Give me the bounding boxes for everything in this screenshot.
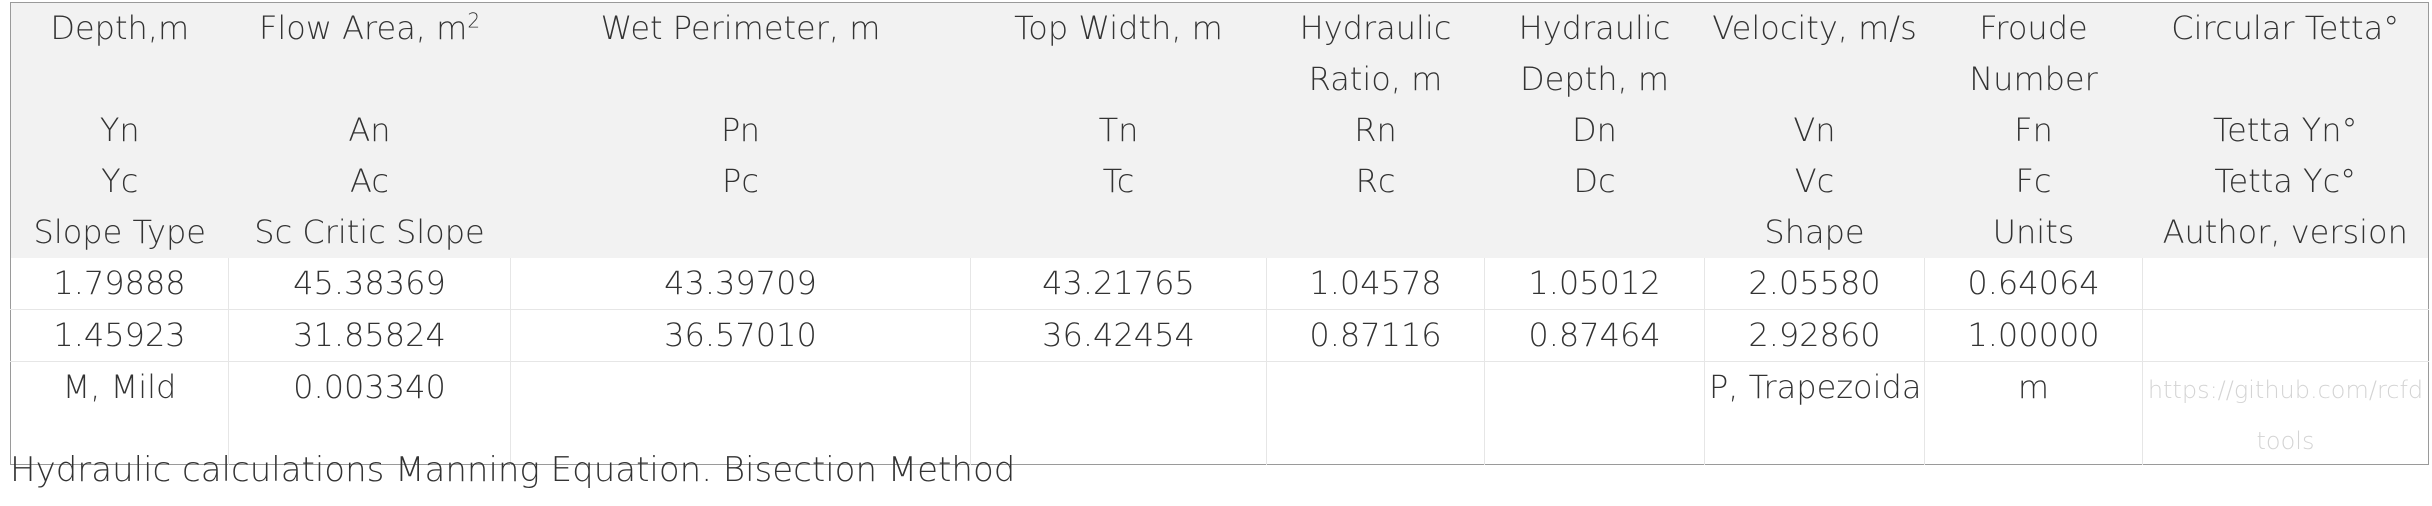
table-cell: 45.38369	[228, 258, 511, 310]
header-cell	[1484, 207, 1705, 258]
table-cell: 31.85824	[228, 309, 511, 362]
header-cell: Velocity, m/s	[1704, 2, 1925, 105]
header-cell: Dc	[1484, 156, 1705, 207]
header-cell: Vc	[1704, 156, 1925, 207]
table-cell: 2.92860	[1704, 309, 1925, 362]
table-cell	[2142, 309, 2429, 362]
header-cell: Yn	[10, 105, 229, 156]
table-body: Depth,m Flow Area, m2 Wet Perimeter, m T…	[10, 2, 2429, 465]
header-text: Hydraulic Ratio, m	[1299, 9, 1452, 98]
header-text: Froude Number	[1969, 9, 2098, 98]
table-cell	[1266, 361, 1485, 465]
header-row-2: Yn An Pn Tn Rn Dn Vn Fn Tetta Yn°	[10, 105, 2429, 156]
header-text: Hydraulic Depth, m	[1518, 9, 1671, 98]
header-cell: Vn	[1704, 105, 1925, 156]
header-cell: Wet Perimeter, m	[510, 2, 971, 105]
header-cell: Tetta Yc°	[2142, 156, 2429, 207]
table-cell: 2.05580	[1704, 258, 1925, 310]
header-cell: Ac	[228, 156, 511, 207]
table-cell: 1.04578	[1266, 258, 1485, 310]
header-cell: Units	[1924, 207, 2143, 258]
header-row-1: Depth,m Flow Area, m2 Wet Perimeter, m T…	[10, 2, 2429, 105]
table-cell: m	[1924, 361, 2143, 465]
table-cell: 43.39709	[510, 258, 971, 310]
hydraulic-results-table: Depth,m Flow Area, m2 Wet Perimeter, m T…	[10, 2, 2429, 465]
header-cell: Slope Type	[10, 207, 229, 258]
header-cell: Depth,m	[10, 2, 229, 105]
table-row-critical: 1.45923 31.85824 36.57010 36.42454 0.871…	[10, 309, 2429, 362]
table-caption: Hydraulic calculations Manning Equation.…	[10, 450, 1016, 490]
table-cell: 36.42454	[970, 309, 1267, 362]
header-cell: Pn	[510, 105, 971, 156]
table-cell	[1484, 361, 1705, 465]
header-cell: Rc	[1266, 156, 1485, 207]
header-cell: Circular Tetta°	[2142, 2, 2429, 105]
author-link[interactable]: https://github.com/rcfdtools	[2147, 376, 2424, 455]
table-cell	[510, 361, 971, 465]
table-row-summary: M, Mild 0.003340 P, Trapezoidal m https:…	[10, 361, 2429, 465]
author-link-cell: https://github.com/rcfdtools	[2143, 362, 2429, 465]
header-cell: Fc	[1924, 156, 2143, 207]
header-row-4: Slope Type Sc Critic Slope Shape Units A…	[10, 207, 2429, 258]
header-cell: Flow Area, m2	[228, 2, 511, 105]
header-cell: Rn	[1266, 105, 1485, 156]
header-cell: Tn	[970, 105, 1267, 156]
table-cell: 1.00000	[1924, 309, 2143, 362]
header-cell: Hydraulic Depth, m	[1484, 2, 1705, 105]
header-cell: An	[228, 105, 511, 156]
table-cell: 1.45923	[10, 309, 229, 362]
header-cell	[1266, 207, 1485, 258]
table-cell	[970, 361, 1267, 465]
header-cell	[970, 207, 1267, 258]
table-cell: 0.003340	[228, 361, 511, 465]
header-cell	[510, 207, 971, 258]
header-cell: Froude Number	[1924, 2, 2143, 105]
table-cell: 36.57010	[510, 309, 971, 362]
header-cell: Fn	[1924, 105, 2143, 156]
table-cell: 43.21765	[970, 258, 1267, 310]
table-cell: 1.05012	[1484, 258, 1705, 310]
header-cell: Author, version	[2142, 207, 2429, 258]
header-cell: Dn	[1484, 105, 1705, 156]
table-cell: 0.87464	[1484, 309, 1705, 362]
table-cell: M, Mild	[10, 361, 229, 465]
header-cell: Tetta Yn°	[2142, 105, 2429, 156]
header-row-3: Yc Ac Pc Tc Rc Dc Vc Fc Tetta Yc°	[10, 156, 2429, 207]
table-cell	[2142, 258, 2429, 310]
header-cell: Tc	[970, 156, 1267, 207]
header-cell: Hydraulic Ratio, m	[1266, 2, 1485, 105]
table-cell: 0.64064	[1924, 258, 2143, 310]
table-row-normal: 1.79888 45.38369 43.39709 43.21765 1.045…	[10, 258, 2429, 310]
header-cell: Shape	[1704, 207, 1925, 258]
header-cell: Yc	[10, 156, 229, 207]
table-cell: 0.87116	[1266, 309, 1485, 362]
header-cell: Sc Critic Slope	[228, 207, 511, 258]
header-cell: Pc	[510, 156, 971, 207]
table-cell: 1.79888	[10, 258, 229, 310]
header-cell: Top Width, m	[970, 2, 1267, 105]
table-cell: P, Trapezoidal	[1704, 361, 1925, 465]
